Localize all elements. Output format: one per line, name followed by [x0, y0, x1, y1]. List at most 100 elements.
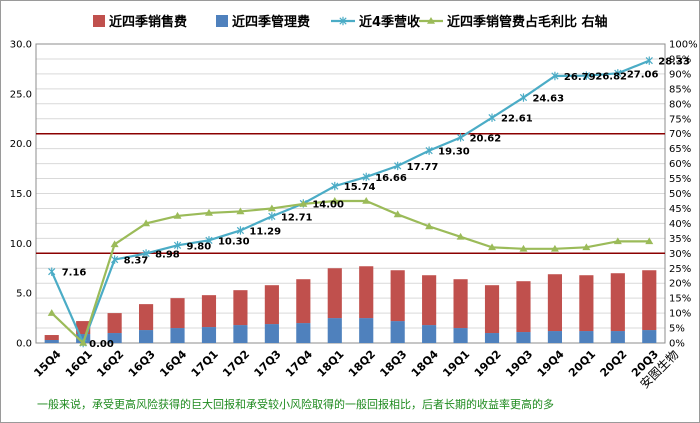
y-right-tick-label: 100%: [669, 40, 698, 51]
y-left-tick-label: 15.0: [10, 189, 32, 200]
ratio-point: [488, 243, 497, 251]
y-right-tick-label: 70%: [669, 129, 691, 140]
x-tick-label: 18Q3: [377, 348, 409, 380]
line-expense-ratio: [50, 199, 650, 346]
x-tick-label: 19Q4: [535, 347, 567, 379]
legend-label: 近四季管理费: [232, 14, 310, 30]
revenue-point: [614, 69, 622, 78]
x-tick-label: 17Q2: [220, 348, 252, 380]
revenue-data-label: 20.62: [470, 133, 502, 144]
bar-management-fee: [233, 325, 248, 343]
revenue-point: [205, 236, 213, 245]
revenue-data-label: 24.63: [532, 94, 564, 105]
revenue-data-label: 11.29: [249, 226, 281, 237]
bar-management-fee: [359, 318, 374, 343]
bar-sales-fee: [422, 275, 437, 326]
x-tick-label: 19Q1: [440, 348, 472, 380]
ratio-point: [330, 196, 339, 204]
y-right-tick-label: 95%: [669, 54, 691, 65]
y-right-tick-label: 15%: [669, 294, 691, 305]
bar-sales-fee: [170, 298, 185, 329]
bar-management-fee: [296, 323, 311, 343]
y-right-tick-label: 30%: [669, 249, 691, 260]
legend-label: 近4季营收: [359, 14, 421, 30]
ratio-point: [425, 222, 434, 230]
revenue-data-label: 27.06: [627, 69, 659, 80]
revenue-point: [456, 133, 465, 142]
revenue-point: [142, 249, 150, 258]
revenue-data-label: 15.74: [344, 182, 376, 193]
revenue-data-label: 0.00: [89, 339, 114, 350]
bar-management-fee: [264, 324, 279, 343]
y-right-tick-label: 75%: [669, 114, 691, 125]
bar-sales-fee: [264, 285, 279, 325]
y-right-tick-label: 35%: [669, 234, 691, 245]
bar-management-fee: [76, 334, 91, 343]
y-left-tick-label: 5.0: [16, 289, 32, 300]
bar-sales-fee: [390, 270, 405, 322]
y-right-tick-label: 5%: [669, 324, 685, 335]
y-right-tick-label: 0%: [669, 339, 685, 350]
ratio-point: [613, 237, 622, 245]
bar-sales-fee: [579, 275, 594, 332]
ratio-point: [47, 309, 56, 316]
revenue-point: [551, 71, 559, 81]
bar-sales-fee: [201, 295, 217, 328]
revenue-data-label: 10.30: [218, 236, 250, 247]
y-right-tick-label: 20%: [669, 279, 691, 290]
y-right-tick-label: 80%: [669, 99, 691, 110]
bar-management-fee: [327, 318, 342, 343]
legend-label: 近四季销管费占毛利比 右轴: [447, 14, 608, 30]
revenue-point: [331, 181, 339, 191]
revenue-data-label: 8.37: [124, 256, 149, 267]
x-tick-label: 16Q1: [63, 348, 95, 380]
x-tick-label: 20Q1: [566, 348, 598, 380]
bar-management-fee: [453, 328, 468, 343]
ratio-point: [519, 244, 528, 252]
y-right-tick-label: 90%: [669, 69, 691, 80]
bar-sales-fee: [547, 274, 563, 332]
x-tick-label: 16Q4: [157, 347, 189, 379]
legend-label: 近四季销售费: [109, 14, 187, 30]
revenue-point: [645, 56, 653, 65]
revenue-data-label: 17.77: [407, 162, 439, 173]
revenue-point: [488, 113, 496, 122]
revenue-data-label: 12.71: [281, 212, 313, 223]
revenue-data-label: 8.98: [155, 249, 180, 260]
bar-sales-fee: [327, 268, 342, 319]
bar-sales-fee: [642, 270, 657, 331]
bar-sales-fee: [138, 304, 154, 331]
bar-management-fee: [484, 333, 500, 343]
footnote: 一般来说，承受更高风险获得的巨大回报和承受较小风险取得的一般回报相比，后者长期的…: [37, 397, 554, 411]
bar-management-fee: [138, 330, 154, 343]
x-tick-label: 15Q4: [31, 347, 63, 379]
revenue-point: [173, 241, 182, 250]
x-tick-label: 19Q3: [503, 348, 535, 380]
y-left-tick-label: 20.0: [10, 139, 32, 150]
legend-swatch: [216, 15, 228, 27]
legend-marker: [427, 17, 435, 24]
ratio-point: [582, 243, 591, 251]
y-right-tick-label: 65%: [669, 144, 691, 155]
bar-management-fee: [516, 332, 531, 343]
revenue-data-label: 9.80: [187, 241, 212, 252]
ratio-point: [79, 339, 88, 346]
bar-management-fee: [579, 331, 594, 343]
revenue-point: [362, 172, 370, 182]
y-left-tick-label: 30.0: [10, 40, 32, 51]
x-tick-label: 20Q2: [598, 348, 630, 380]
y-right-tick-label: 40%: [669, 219, 691, 230]
bar-management-fee: [390, 321, 405, 343]
y-right-tick-label: 55%: [669, 174, 691, 185]
line-revenue: [50, 59, 650, 346]
ratio-point: [142, 219, 151, 227]
ratio-point: [299, 199, 308, 207]
revenue-point: [268, 212, 276, 221]
revenue-point: [236, 226, 245, 235]
revenue-point: [582, 71, 590, 80]
plot-area: [35, 43, 666, 344]
revenue-data-label: 19.30: [438, 147, 470, 158]
ratio-point: [110, 240, 119, 248]
bar-sales-fee: [233, 290, 248, 326]
revenue-point: [394, 161, 402, 171]
